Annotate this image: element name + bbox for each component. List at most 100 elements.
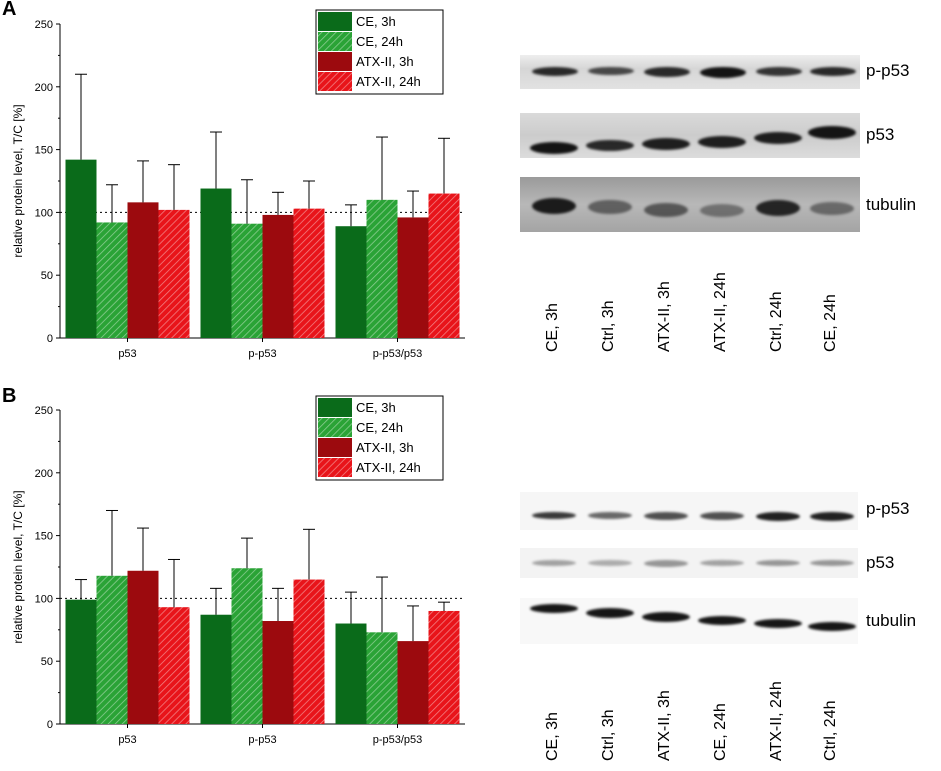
- western-blot-a: p-p53 p53 tubulin CE, 3h Ctrl, 3h ATX-II, …: [520, 50, 940, 380]
- legend-entry: ATX-II, 3h: [356, 440, 414, 455]
- blot-strip-b-2: [520, 548, 858, 578]
- legend-entry: ATX-II, 24h: [356, 74, 421, 89]
- blot-lane-label: CE, 24h: [712, 703, 729, 761]
- legend-swatch: [318, 418, 352, 437]
- bar: [96, 575, 128, 724]
- legend-entry: ATX-II, 24h: [356, 460, 421, 475]
- blot-band: [644, 512, 688, 520]
- legend-swatch: [318, 72, 352, 91]
- blot-band: [586, 140, 634, 151]
- bar-chart-b: 0 50 100 150 200 250 relative protein level, T…: [11, 395, 465, 746]
- blot-band: [530, 142, 578, 154]
- blot-band: [810, 512, 854, 521]
- legend-entry: CE, 3h: [356, 400, 396, 415]
- bar: [335, 623, 367, 724]
- western-blot-b: p-p53 p53 tubulin CE, 3h Ctrl, 3h ATX-II, …: [520, 488, 940, 771]
- panel-label-b: B: [2, 385, 17, 407]
- blot-band: [644, 67, 690, 77]
- bar: [428, 193, 460, 338]
- bar: [335, 226, 367, 338]
- x-tick-label: p53: [118, 348, 136, 360]
- blot-band: [588, 512, 632, 519]
- bar-chart-a: 0 50 100 150 200 250 relative protein level, T…: [11, 9, 465, 360]
- blot-strip-a-3: [520, 177, 860, 232]
- blot-band: [754, 132, 802, 144]
- legend-swatch: [318, 458, 352, 477]
- blot-lane-label: ATX-II, 24h: [768, 681, 785, 761]
- blot-band: [642, 612, 690, 622]
- y-axis-label: relative protein level, T/C [%]: [11, 490, 25, 643]
- legend-swatch: [318, 32, 352, 51]
- blot-lane-label: Ctrl, 24h: [822, 700, 839, 761]
- y-tick-label: 150: [35, 531, 53, 543]
- bar: [127, 570, 159, 724]
- blot-band: [532, 198, 576, 214]
- blot-band: [698, 136, 746, 148]
- blot-band: [810, 67, 856, 76]
- bar: [293, 579, 325, 724]
- y-tick-label: 200: [35, 82, 53, 94]
- bar: [200, 188, 232, 338]
- y-tick-label: 100: [35, 593, 53, 605]
- blot-band: [700, 67, 746, 78]
- y-tick-label: 0: [47, 333, 53, 345]
- blot-lane-label: CE, 3h: [544, 303, 561, 352]
- blot-band: [642, 138, 690, 150]
- blot-band: [810, 560, 854, 566]
- blot-band-label: p53: [866, 553, 895, 572]
- bar: [127, 202, 159, 338]
- blot-band: [810, 202, 854, 215]
- bar: [262, 621, 294, 724]
- bar: [293, 208, 325, 338]
- y-tick-label: 150: [35, 145, 53, 157]
- blot-band: [756, 512, 800, 521]
- y-tick-label: 250: [35, 19, 53, 31]
- legend-swatch: [318, 398, 352, 417]
- blot-band: [700, 512, 744, 520]
- x-tick-label: p-p53: [248, 734, 276, 746]
- legend-entry: CE, 24h: [356, 34, 403, 49]
- blot-lane-label: Ctrl, 3h: [600, 300, 617, 352]
- blot-band: [754, 619, 802, 628]
- y-tick-label: 200: [35, 468, 53, 480]
- y-tick-label: 100: [35, 207, 53, 219]
- bar: [158, 209, 190, 338]
- bar: [366, 632, 398, 724]
- bar: [200, 614, 232, 724]
- bar: [231, 223, 263, 338]
- bar: [96, 222, 128, 338]
- blot-band: [756, 560, 800, 566]
- x-tick-label: p-p53/p53: [373, 348, 423, 360]
- x-tick-label: p-p53/p53: [373, 734, 423, 746]
- legend-entry: CE, 24h: [356, 420, 403, 435]
- bar: [65, 599, 97, 724]
- y-tick-label: 0: [47, 719, 53, 731]
- bar: [397, 217, 429, 338]
- blot-band: [644, 560, 688, 567]
- blot-band: [756, 200, 800, 216]
- blot-band-label: tubulin: [866, 611, 917, 630]
- y-tick-label: 50: [41, 656, 53, 668]
- blot-strip-b-1: [520, 492, 858, 530]
- bar: [262, 214, 294, 338]
- blot-band: [698, 616, 746, 625]
- blot-band: [588, 560, 632, 566]
- blot-band: [586, 608, 634, 618]
- blot-band: [532, 67, 578, 76]
- blot-band: [588, 67, 634, 75]
- blot-band: [808, 622, 856, 631]
- blot-band: [532, 512, 576, 519]
- blot-lane-label: ATX-II, 3h: [656, 690, 673, 761]
- blot-strip-b-3: [520, 598, 858, 644]
- blot-band: [588, 200, 632, 214]
- x-tick-label: p-p53: [248, 348, 276, 360]
- blot-band: [532, 560, 576, 566]
- blot-band-label: p-p53: [866, 499, 910, 518]
- blot-strip-a-2: [520, 113, 860, 158]
- blot-band: [756, 67, 802, 76]
- blot-band: [808, 126, 856, 139]
- bar: [397, 641, 429, 724]
- bar: [158, 607, 190, 724]
- bar: [231, 568, 263, 724]
- y-tick-label: 250: [35, 405, 53, 417]
